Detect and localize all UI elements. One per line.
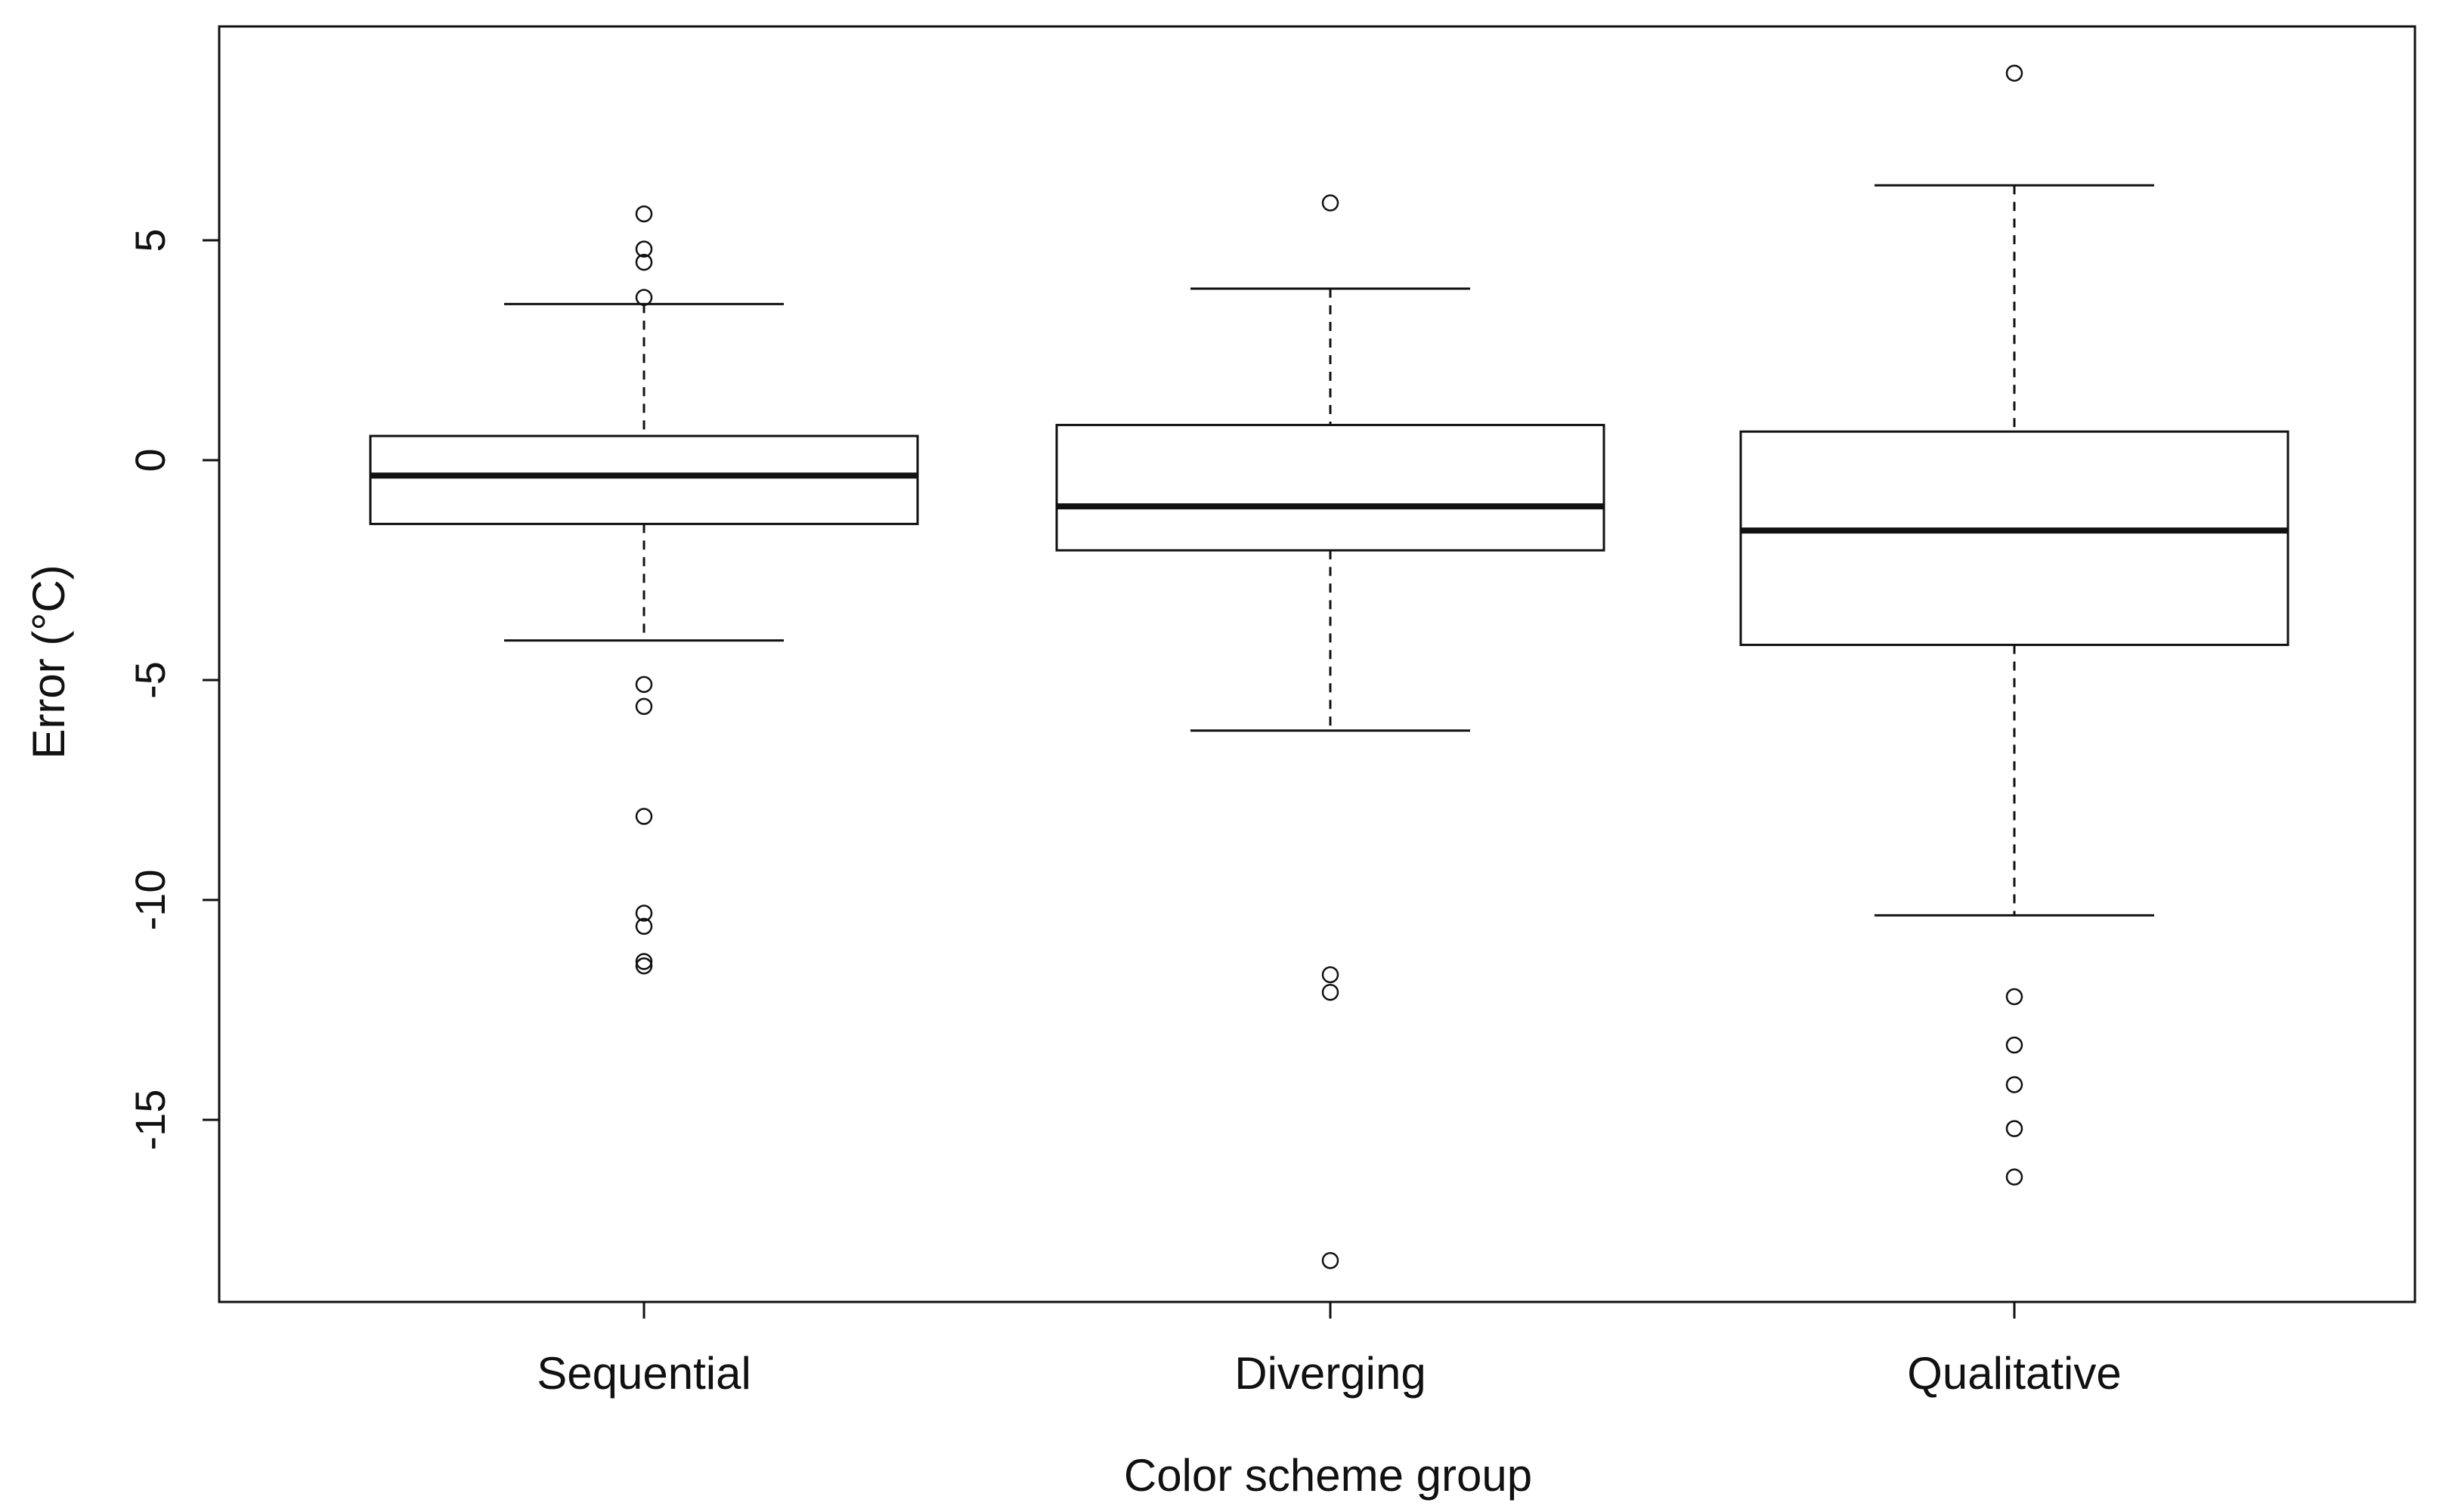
outlier-point [635, 904, 653, 922]
y-tick-label: 0 [126, 448, 174, 472]
outlier-point [1321, 983, 1339, 1001]
outlier-point [1321, 194, 1339, 212]
y-axis-title: Error (°C) [23, 564, 74, 759]
outlier-point [2005, 1076, 2023, 1093]
x-tick-label: Diverging [1234, 1348, 1426, 1399]
plot-frame [218, 25, 2416, 1303]
outlier-point [635, 253, 653, 271]
outlier-point [635, 808, 653, 825]
outlier-point [2005, 1120, 2023, 1137]
y-tick-label: -5 [126, 661, 174, 699]
outlier-point [635, 676, 653, 694]
y-tick-label: -10 [126, 870, 174, 931]
axis-layer: 5 0 -5 -10 -15 Sequential Diverging Qualitative [126, 228, 2122, 1399]
outlier-layer [635, 64, 2023, 1269]
iqr-box [369, 434, 919, 525]
x-axis-title: Color scheme group [1124, 1450, 1532, 1501]
outlier-point [2005, 64, 2023, 82]
x-tick-label: Sequential [537, 1348, 751, 1399]
outlier-point [635, 697, 653, 716]
iqr-box [1739, 430, 2289, 646]
box-layer [369, 184, 2289, 917]
outlier-point [635, 917, 653, 935]
outlier-point [635, 240, 653, 258]
outlier-point [2005, 1168, 2023, 1186]
iqr-box [1055, 423, 1605, 552]
x-tick-label: Qualitative [1907, 1348, 2121, 1399]
y-tick-label: 5 [126, 228, 174, 252]
y-tick-label: -15 [126, 1090, 174, 1151]
outlier-point [2005, 988, 2023, 1006]
outlier-point [635, 953, 653, 970]
outlier-point [635, 957, 653, 975]
outlier-point [1321, 1251, 1339, 1269]
outlier-point [635, 205, 653, 223]
outlier-point [635, 289, 653, 306]
outlier-point [1321, 966, 1339, 984]
outlier-point [2005, 1036, 2023, 1054]
